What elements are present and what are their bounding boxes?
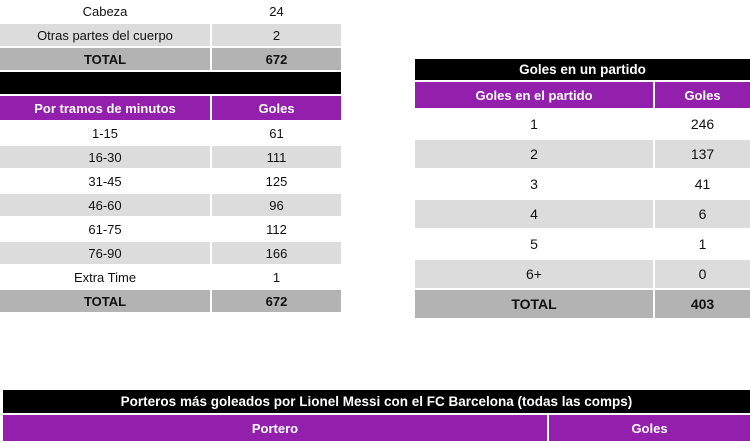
row-value: 125 — [212, 170, 341, 192]
row-label: 6+ — [415, 260, 653, 288]
row-label: 2 — [415, 140, 653, 168]
row-label: 3 — [415, 170, 653, 198]
table-row: TOTAL 672 — [0, 290, 341, 312]
header-col-goals: Goles — [212, 96, 341, 120]
header-col-goals-in-match: Goles en el partido — [415, 82, 653, 108]
row-label: 1 — [415, 110, 653, 138]
table-row: 1 246 — [415, 110, 750, 138]
table-row: 31-45 125 — [0, 170, 341, 192]
row-value: 672 — [212, 48, 341, 70]
row-value: 246 — [655, 110, 750, 138]
row-value: 166 — [212, 242, 341, 264]
table-row: Otras partes del cuerpo 2 — [0, 24, 341, 46]
table-row: 76-90 166 — [0, 242, 341, 264]
row-label: 76-90 — [0, 242, 210, 264]
row-label: 1-15 — [0, 122, 210, 144]
goalkeepers-table-header: Portero Goles — [3, 415, 750, 441]
row-label: TOTAL — [0, 48, 210, 70]
row-value: 41 — [655, 170, 750, 198]
goalkeepers-table-title: Porteros más goleados por Lionel Messi c… — [3, 390, 750, 413]
goals-per-match-header: Goles en el partido Goles — [415, 82, 750, 108]
table-row: 1-15 61 — [0, 122, 341, 144]
row-label: Otras partes del cuerpo — [0, 24, 210, 46]
table-goalkeepers: Porteros más goleados por Lionel Messi c… — [3, 390, 750, 443]
table-row: TOTAL 403 — [415, 290, 750, 318]
row-label: 61-75 — [0, 218, 210, 240]
header-col-goals: Goles — [549, 415, 750, 441]
row-label: Extra Time — [0, 266, 210, 288]
header-col-minutes: Por tramos de minutos — [0, 96, 210, 120]
row-value: 0 — [655, 260, 750, 288]
row-value: 24 — [212, 0, 341, 22]
row-value: 1 — [212, 266, 341, 288]
goals-per-match-title: Goles en un partido — [415, 59, 750, 80]
row-value: 112 — [212, 218, 341, 240]
row-value: 1 — [655, 230, 750, 258]
table-row: 5 1 — [415, 230, 750, 258]
row-value: 61 — [212, 122, 341, 144]
table-row: 46-60 96 — [0, 194, 341, 216]
row-value: 96 — [212, 194, 341, 216]
row-label: 31-45 — [0, 170, 210, 192]
row-label: 5 — [415, 230, 653, 258]
goal-type-rows: Cabeza 24 Otras partes del cuerpo 2 TOTA… — [0, 0, 341, 70]
row-value: 2 — [212, 24, 341, 46]
table-row: Cabeza 24 — [0, 0, 341, 22]
black-spacer-bar — [0, 72, 341, 94]
row-label: TOTAL — [0, 290, 210, 312]
table-row: 3 41 — [415, 170, 750, 198]
row-label: 46-60 — [0, 194, 210, 216]
row-value: 403 — [655, 290, 750, 318]
table-goals-per-match: Goles en un partido Goles en el partido … — [415, 59, 750, 320]
row-label: 16-30 — [0, 146, 210, 168]
row-label: TOTAL — [415, 290, 653, 318]
row-label: Cabeza — [0, 0, 210, 22]
table-row: 4 6 — [415, 200, 750, 228]
minute-range-rows: 1-15 61 16-30 111 31-45 125 46-60 96 — [0, 122, 341, 312]
minutes-table-header: Por tramos de minutos Goles — [0, 96, 341, 120]
header-col-goals: Goles — [655, 82, 750, 108]
table-row: TOTAL 672 — [0, 48, 341, 70]
table-goals-by-minutes: Cabeza 24 Otras partes del cuerpo 2 TOTA… — [0, 0, 341, 314]
row-value: 6 — [655, 200, 750, 228]
row-value: 111 — [212, 146, 341, 168]
table-row: 16-30 111 — [0, 146, 341, 168]
table-row: 6+ 0 — [415, 260, 750, 288]
table-row: Extra Time 1 — [0, 266, 341, 288]
row-label: 4 — [415, 200, 653, 228]
row-value: 137 — [655, 140, 750, 168]
row-value: 672 — [212, 290, 341, 312]
table-row: 61-75 112 — [0, 218, 341, 240]
table-row: 2 137 — [415, 140, 750, 168]
header-col-goalkeeper: Portero — [3, 415, 547, 441]
goals-per-match-rows: 1 246 2 137 3 41 4 6 — [415, 110, 750, 318]
